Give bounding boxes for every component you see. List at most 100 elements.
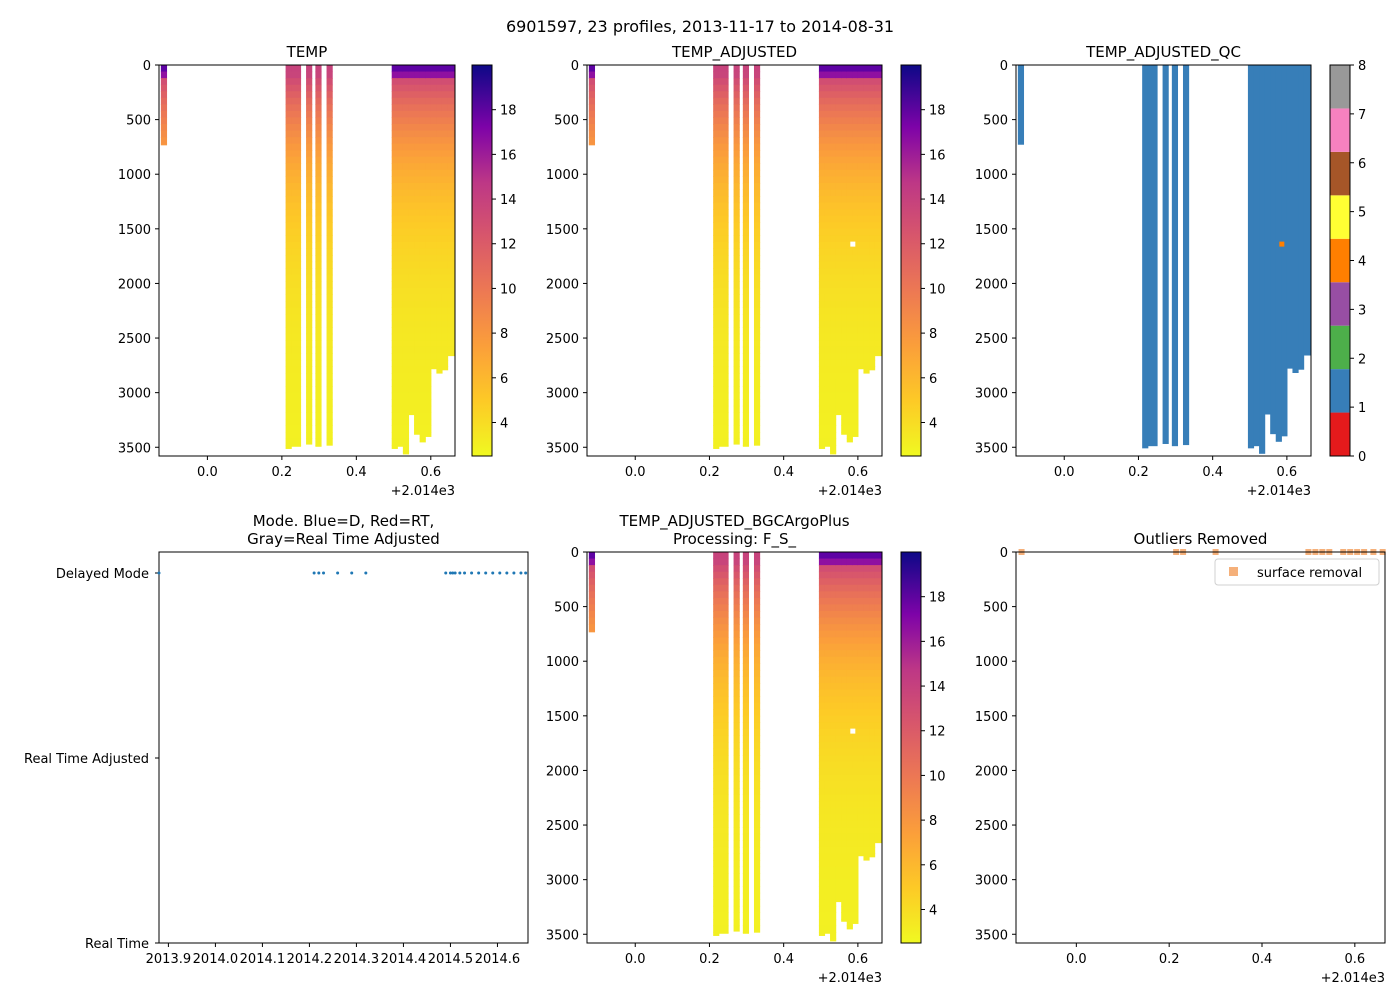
profile-column [326, 65, 333, 446]
colorbar-segment [1330, 195, 1350, 239]
axes-title: TEMP_ADJUSTED [671, 43, 797, 62]
axes-title-line2: Processing: F_S_ [673, 530, 797, 549]
colorbar-segment [1330, 151, 1350, 196]
profile-column [1303, 65, 1311, 356]
y-tick-label: 1500 [118, 223, 151, 238]
x-tick-label: 0.2 [699, 465, 720, 480]
y-tick-label: 500 [983, 601, 1008, 616]
y-tick-label: 0 [1000, 59, 1008, 74]
profile-column [753, 552, 761, 933]
mode-point [317, 571, 321, 575]
colorbar-tick-label: 16 [500, 148, 517, 163]
qc-flag-point [1279, 241, 1285, 247]
colorbar-tick-label: 10 [500, 282, 517, 297]
profile-column [733, 65, 740, 445]
mode-point [322, 571, 326, 575]
legend: surface removal [1214, 558, 1380, 586]
colorbar-tick-label: 7 [1358, 108, 1366, 123]
profile-column [1182, 65, 1190, 446]
x-tick-label: 2014.6 [475, 952, 521, 967]
axes-title-line2: Gray=Real Time Adjusted [247, 530, 440, 548]
profile-column [818, 65, 826, 449]
mode-point [498, 571, 502, 575]
profile-column [713, 552, 720, 936]
profile-column [315, 65, 322, 447]
profile-column [588, 552, 596, 633]
colorbar-segment [1330, 238, 1350, 283]
colorbar-tick-label: 4 [929, 903, 937, 918]
mode-point [470, 571, 474, 575]
panel-temp: 0 500 1000 1500 2000 2500 3000 3500 0.0 0.2 0.4 0.6… [118, 43, 517, 499]
axes-frame [1015, 551, 1386, 944]
colorbar [900, 64, 922, 457]
profile-column [857, 65, 865, 370]
colorbar-tick-label: 14 [929, 680, 946, 695]
y-tick-label: 1000 [546, 655, 579, 670]
axes-title: Outliers Removed [1134, 530, 1268, 548]
profile-column [402, 65, 410, 455]
missing-value-point [850, 241, 856, 247]
profile-column [414, 65, 421, 435]
y-tick-label: 3500 [975, 928, 1008, 943]
missing-value-point [850, 728, 856, 734]
y-tick-label: 3500 [546, 928, 579, 943]
y-tick-label: 2000 [975, 277, 1008, 292]
colorbar-tick-label: 4 [500, 416, 508, 431]
colorbar-tick-label: 16 [929, 635, 946, 650]
y-tick-label: 2500 [975, 332, 1008, 347]
x-tick-label: 0.2 [1159, 952, 1180, 967]
y-tick-label: 1500 [975, 710, 1008, 725]
profile-column [436, 65, 443, 374]
axes-frame [586, 64, 883, 457]
colorbar-tick-label: 4 [1358, 255, 1366, 270]
mode-point [484, 571, 488, 575]
profile-column [291, 65, 302, 447]
y-tick-label: 3000 [975, 874, 1008, 889]
y-tick-label: 1000 [975, 655, 1008, 670]
panel-bgcargoplus: 0 500 1000 1500 2000 2500 3000 3500 0.0 0.2 0.4 0.6… [546, 512, 946, 986]
colorbar-tick-label: 6 [929, 859, 937, 874]
x-tick-label: 0.4 [773, 952, 794, 967]
mode-point [312, 571, 316, 575]
axes-frame [586, 551, 883, 944]
y-tick-label: Delayed Mode [56, 567, 149, 582]
profile-column [1147, 65, 1158, 447]
colorbar-tick-label: 12 [929, 238, 946, 253]
profile-column [285, 65, 292, 449]
colorbar-tick-label: 18 [500, 104, 517, 119]
x-tick-label: 0.6 [1277, 465, 1298, 480]
colorbar-tick-label: 1 [1358, 401, 1366, 416]
axes-title: TEMP_ADJUSTED_BGCArgoPlus [618, 512, 849, 531]
profile-column [835, 65, 842, 416]
colorbar-tick-label: 18 [929, 104, 946, 119]
profile-column [742, 552, 750, 934]
y-tick-label: 1000 [118, 168, 151, 183]
mode-point [463, 571, 467, 575]
colorbar-tick-label: 14 [500, 193, 517, 208]
profile-column [857, 552, 865, 857]
x-offset-label: +2.014e3 [1321, 971, 1385, 986]
y-tick-label: 2000 [975, 764, 1008, 779]
colorbar-tick-label: 8 [929, 814, 937, 829]
y-tick-label: 2000 [546, 277, 579, 292]
x-tick-label: 0.0 [1066, 952, 1087, 967]
profile-column [391, 65, 398, 449]
profile-column [1275, 65, 1282, 442]
y-tick-label: 0 [1000, 546, 1008, 561]
y-tick-label: 3000 [118, 387, 151, 402]
colorbar-tick-label: 0 [1358, 450, 1366, 465]
x-tick-label: 2014.5 [428, 952, 474, 967]
profile-column [830, 65, 837, 455]
colorbar-segment [1330, 412, 1350, 456]
mode-point [451, 571, 455, 575]
colorbar-segment [1330, 325, 1350, 370]
profile-column [713, 65, 720, 449]
axes-title: TEMP_ADJUSTED_QC [1085, 43, 1241, 62]
mode-point [512, 571, 516, 575]
profile-column [1253, 65, 1260, 447]
y-tick-label: 1000 [546, 168, 579, 183]
x-tick-label: 0.4 [1202, 465, 1223, 480]
profile-column [718, 552, 729, 934]
profile-column [733, 552, 740, 932]
x-tick-label: 2014.0 [193, 952, 239, 967]
